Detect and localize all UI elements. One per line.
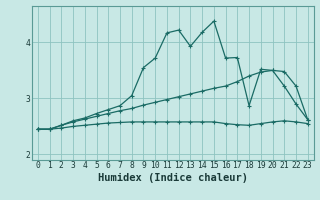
X-axis label: Humidex (Indice chaleur): Humidex (Indice chaleur)	[98, 173, 248, 183]
